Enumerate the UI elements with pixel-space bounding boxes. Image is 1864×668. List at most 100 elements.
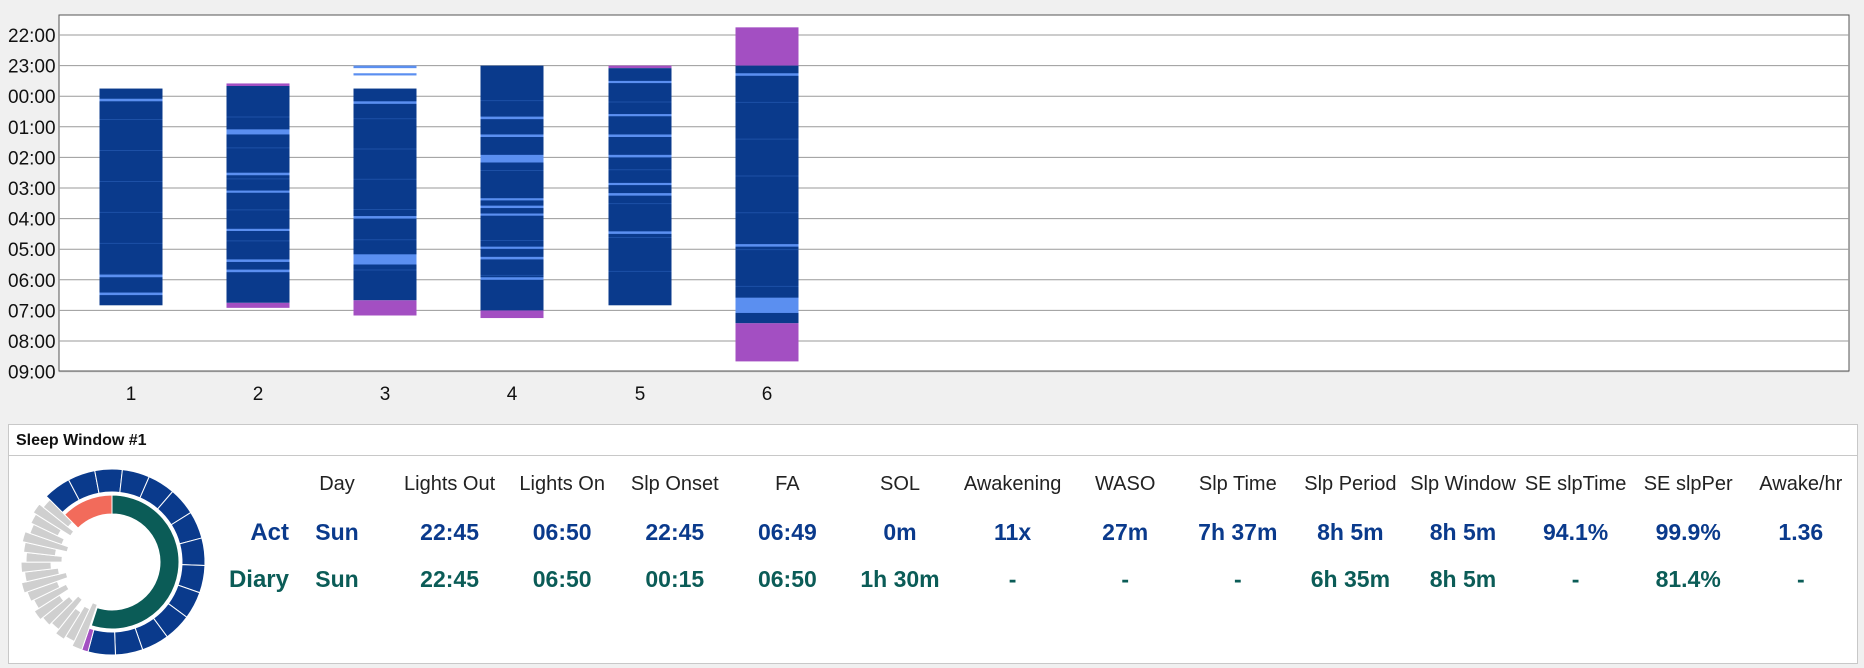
donut-awake-segment [50, 595, 83, 631]
column-header: Slp Period [1304, 473, 1397, 495]
sleep-bar [735, 65, 799, 324]
diary-only-bar [608, 65, 672, 69]
donut-awake-segment [71, 601, 98, 651]
wake-band [608, 80, 672, 84]
wake-band [480, 154, 544, 163]
sleep-chart-svg: 22:00 23:00 00:00 01:00 02:00 03:00 04:00 05:00… [8, 14, 1850, 405]
wake-band [353, 216, 417, 219]
sleep-bar [480, 65, 544, 311]
wake-band [480, 277, 544, 280]
diary-value: 8h 5m [1429, 566, 1497, 592]
wake-band [226, 259, 290, 262]
wake-band [353, 254, 417, 265]
column-header: Awakening [963, 473, 1062, 495]
diary-value: 6h 35m [1310, 566, 1391, 592]
column-header: Slp Onset [630, 473, 719, 495]
wake-band [735, 244, 799, 247]
act-value: 0m [883, 519, 917, 545]
wake-band [608, 193, 672, 196]
y-tick-label: 00:00 [8, 87, 56, 108]
wake-band [608, 154, 672, 158]
donut-awake-segment [33, 583, 70, 610]
y-tick-label: 23:00 [8, 57, 56, 78]
diary-value: 81.4% [1655, 566, 1721, 592]
diary-only-bar [226, 302, 290, 308]
column-header: WASO [1095, 473, 1156, 495]
act-value: 11x [994, 519, 1032, 545]
sleep-bar [226, 86, 290, 303]
x-tick-label: 4 [507, 384, 518, 405]
plot-area [58, 14, 1850, 372]
sleep-bar [99, 88, 163, 306]
x-tick-label: 2 [253, 384, 264, 405]
wake-band [735, 73, 799, 76]
row-label-act: Act [250, 519, 289, 546]
panel-title: Sleep Window #1 [9, 425, 1857, 456]
wake-band [608, 231, 672, 234]
column-header: FA [775, 473, 800, 495]
y-tick-label: 02:00 [8, 148, 56, 169]
x-tick-label: 3 [380, 384, 391, 405]
x-tick-label: 5 [635, 384, 646, 405]
wake-band [226, 269, 290, 273]
donut-sleep-segment [94, 468, 123, 494]
x-tick-label: 6 [762, 384, 773, 405]
y-tick-label: 09:00 [8, 363, 56, 384]
act-value: 8h 5m [1317, 519, 1384, 545]
act-value: 1.36 [1778, 519, 1824, 545]
y-tick-label: 01:00 [8, 118, 56, 139]
sleep-donut-chart [20, 468, 206, 656]
diary-value: 22:45 [420, 566, 479, 592]
y-tick-label: 22:00 [8, 26, 56, 47]
donut-awake-segment [21, 531, 70, 553]
wake-band [226, 129, 290, 135]
donut-awake-segment [41, 595, 74, 626]
wake-band [480, 134, 544, 137]
act-value: 22:45 [420, 519, 479, 545]
diary-value: 06:50 [757, 566, 817, 592]
diary-only-bar [480, 310, 544, 319]
diary-value: - [1796, 566, 1805, 592]
act-value: 99.9% [1655, 519, 1721, 545]
y-tick-label: 03:00 [8, 179, 56, 200]
diary-value: Sun [315, 566, 359, 592]
wake-band [99, 274, 163, 278]
wake-band [353, 101, 417, 104]
wake-band [226, 172, 290, 176]
sleep-bar [353, 88, 417, 301]
wake-band [226, 228, 290, 231]
diary-value: 06:50 [532, 566, 592, 592]
diary-value: - [1121, 566, 1130, 592]
y-tick-label: 06:00 [8, 271, 56, 292]
diary-only-bar [353, 300, 417, 316]
donut-awake-segment [25, 551, 63, 563]
y-tick-label: 05:00 [8, 240, 56, 261]
column-header: Awake/hr [1759, 473, 1843, 495]
act-value: 94.1% [1542, 519, 1609, 545]
column-header: Slp Window [1410, 473, 1516, 495]
diary-only-bar [735, 27, 799, 66]
donut-awake-segment [24, 567, 60, 583]
wake-band [480, 205, 544, 209]
wake-band [608, 114, 672, 117]
diary-value: 00:15 [645, 566, 705, 592]
act-value: 7h 37m [1198, 519, 1278, 545]
diary-value: 1h 30m [860, 566, 940, 592]
act-value: 06:50 [532, 519, 592, 545]
wake-band [480, 256, 544, 260]
wake-band [353, 73, 417, 76]
act-value: Sun [315, 519, 359, 545]
diary-only-bar [735, 323, 799, 362]
column-header: Lights On [519, 473, 605, 495]
wake-band [608, 182, 672, 186]
column-header: Slp Time [1198, 473, 1277, 495]
sleep-bar [608, 68, 672, 306]
y-tick-label: 07:00 [8, 301, 56, 322]
donut-inner-sleep-segment [90, 494, 180, 630]
act-value: 22:45 [645, 519, 705, 545]
wake-band [480, 198, 544, 201]
row-label-diary: Diary [228, 566, 289, 593]
column-header: SOL [879, 473, 921, 495]
wake-band [480, 116, 544, 120]
column-header: SE slpTime [1524, 473, 1627, 495]
